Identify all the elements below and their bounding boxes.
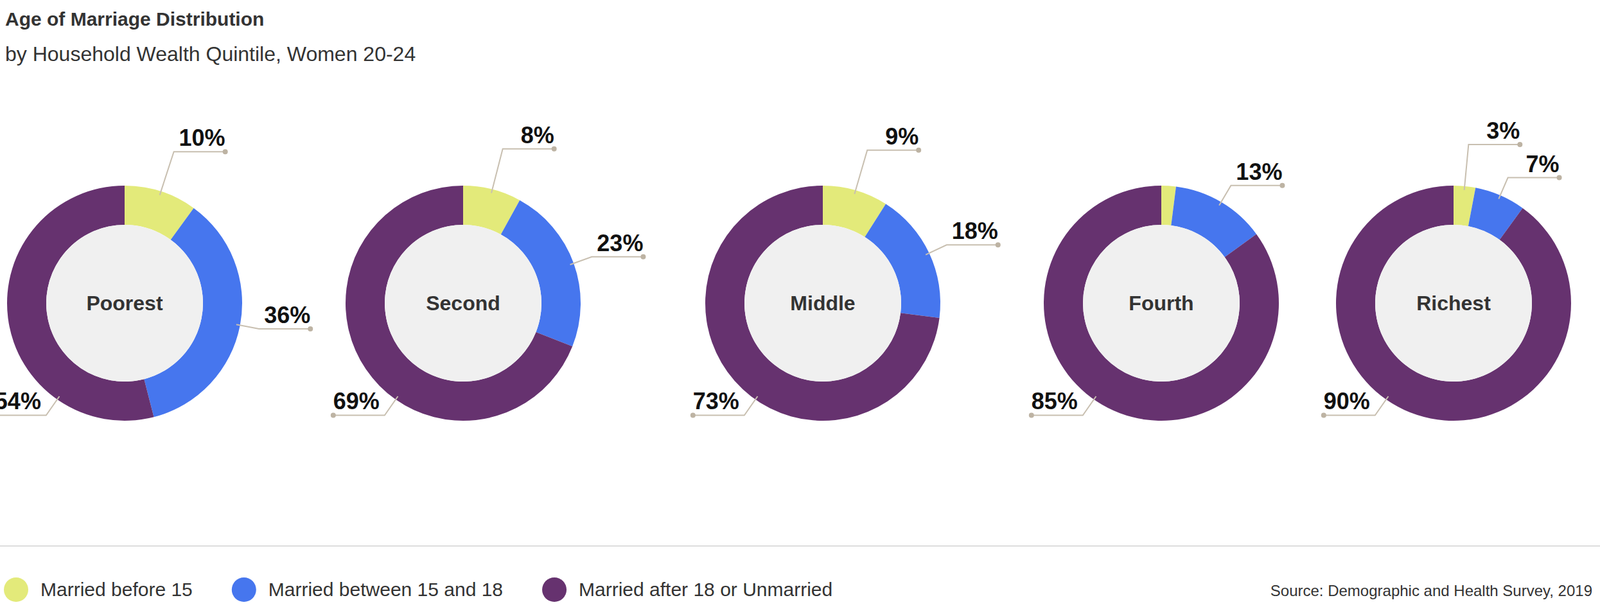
category-label: Fourth	[1128, 291, 1194, 315]
leader-line	[159, 151, 226, 196]
leader-line	[1219, 185, 1283, 206]
category-label: Poorest	[86, 291, 163, 315]
chart: Age of Marriage Distribution by Household…	[0, 0, 1600, 607]
data-label: 3%	[1486, 117, 1520, 144]
category-label: Richest	[1416, 291, 1491, 315]
donut: Middle 9% 18% 73%	[690, 123, 1001, 421]
title: Age of Marriage Distribution	[5, 8, 264, 30]
data-label: 73%	[693, 387, 740, 415]
background	[0, 0, 1600, 607]
separator	[0, 545, 1600, 547]
donut: Poorest 10% 36% 54%	[0, 124, 313, 421]
donut-segment	[705, 185, 940, 421]
donut-segment	[1336, 185, 1572, 421]
data-label: 18%	[951, 217, 999, 245]
legend-swatch	[231, 577, 257, 602]
data-label: 90%	[1323, 387, 1371, 415]
data-label: 23%	[596, 229, 643, 257]
donut-segment	[1043, 185, 1279, 421]
source: Source: Demographic and Health Survey, 2…	[1270, 581, 1593, 600]
donut: Second 8% 23% 69%	[330, 122, 647, 421]
legend-swatch	[542, 577, 567, 602]
data-label: 10%	[179, 124, 226, 151]
data-label: 85%	[1031, 387, 1078, 415]
donut-segment	[345, 185, 573, 421]
donut: Fourth 13% 85%	[1028, 158, 1286, 421]
leader-line	[854, 150, 919, 194]
legend: Married before 15 Married between 15 and …	[3, 577, 833, 602]
donut: Richest 3%7% 90%	[1321, 117, 1572, 421]
data-label: 8%	[520, 122, 555, 149]
category-label: Second	[425, 291, 501, 315]
data-label: 54%	[0, 387, 42, 415]
leader-line	[1464, 144, 1521, 191]
legend-label: Married before 15	[40, 578, 193, 600]
leader-line	[570, 256, 644, 265]
donut-center	[46, 224, 203, 382]
subtitle: by Household Wealth Quintile, Women 20-2…	[5, 42, 416, 66]
legend-swatch	[3, 577, 29, 602]
legend-label: Married after 18 or Unmarried	[578, 578, 833, 600]
legend-label: Married between 15 and 18	[268, 578, 503, 600]
data-label: 9%	[885, 123, 919, 150]
data-label: 13%	[1235, 158, 1283, 185]
donut-center	[384, 224, 542, 382]
data-label: 36%	[263, 301, 311, 329]
donut-center	[1082, 224, 1240, 382]
data-label: 69%	[333, 387, 380, 415]
leader-line	[491, 149, 555, 194]
donut-center	[1375, 224, 1532, 382]
donut-center	[744, 224, 902, 382]
leader-line	[925, 244, 999, 255]
category-label: Middle	[790, 291, 855, 315]
data-label: 7%	[1526, 150, 1560, 178]
leader-line	[1498, 177, 1559, 200]
